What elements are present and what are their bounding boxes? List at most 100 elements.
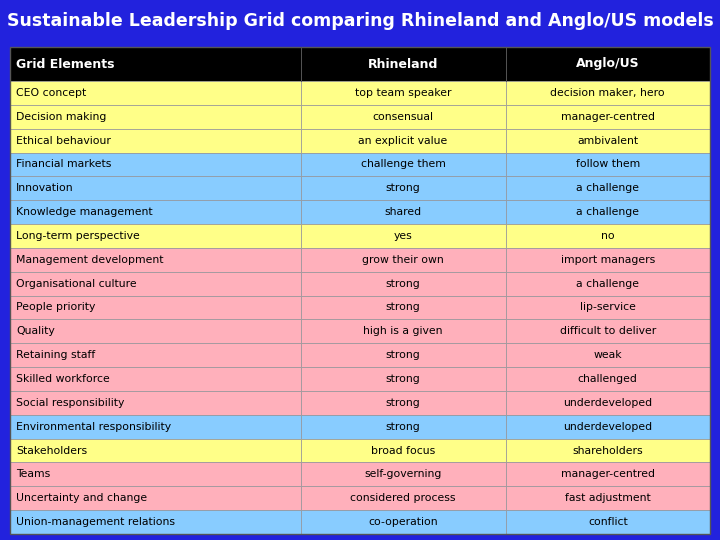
Text: Teams: Teams (16, 469, 50, 480)
Text: broad focus: broad focus (371, 446, 435, 456)
Bar (505, 343, 710, 367)
Text: consensual: consensual (372, 112, 433, 122)
Bar (505, 152, 710, 177)
Text: lip-service: lip-service (580, 302, 636, 313)
Bar (10, 272, 300, 295)
Text: decision maker, hero: decision maker, hero (551, 88, 665, 98)
Text: Rhineland: Rhineland (368, 57, 438, 71)
Text: strong: strong (386, 302, 420, 313)
Bar (10, 224, 300, 248)
Bar (300, 248, 505, 272)
Text: high is a given: high is a given (364, 326, 443, 336)
Bar (10, 295, 300, 320)
Bar (505, 177, 710, 200)
Text: a challenge: a challenge (576, 279, 639, 289)
Text: strong: strong (386, 374, 420, 384)
Bar (505, 129, 710, 152)
Text: an explicit value: an explicit value (359, 136, 448, 146)
Bar (300, 415, 505, 438)
Text: People priority: People priority (16, 302, 95, 313)
Text: Ethical behaviour: Ethical behaviour (16, 136, 111, 146)
Bar (300, 320, 505, 343)
Bar (505, 438, 710, 462)
Text: Union-management relations: Union-management relations (16, 517, 175, 527)
Bar (300, 391, 505, 415)
Bar (505, 462, 710, 487)
Text: shared: shared (384, 207, 422, 217)
Text: yes: yes (394, 231, 413, 241)
Text: Decision making: Decision making (16, 112, 107, 122)
Bar (10, 152, 300, 177)
Bar (300, 129, 505, 152)
Bar (300, 295, 505, 320)
Text: manager-centred: manager-centred (561, 469, 654, 480)
Text: challenge them: challenge them (361, 159, 446, 170)
Text: Management development: Management development (16, 255, 163, 265)
Bar (505, 391, 710, 415)
Text: Organisational culture: Organisational culture (16, 279, 137, 289)
Bar (505, 105, 710, 129)
Bar (300, 81, 505, 105)
Bar (505, 248, 710, 272)
Text: strong: strong (386, 183, 420, 193)
Bar (505, 295, 710, 320)
Text: Sustainable Leadership Grid comparing Rhineland and Anglo/US models: Sustainable Leadership Grid comparing Rh… (6, 12, 714, 30)
Bar (10, 462, 300, 487)
Text: shareholders: shareholders (572, 446, 643, 456)
Bar (300, 224, 505, 248)
Text: strong: strong (386, 350, 420, 360)
Text: strong: strong (386, 422, 420, 431)
Text: strong: strong (386, 398, 420, 408)
Bar (505, 367, 710, 391)
Text: weak: weak (593, 350, 622, 360)
Bar (300, 462, 505, 487)
Bar (10, 47, 710, 81)
Text: fast adjustment: fast adjustment (565, 493, 651, 503)
Text: difficult to deliver: difficult to deliver (559, 326, 656, 336)
Text: a challenge: a challenge (576, 207, 639, 217)
Text: Social responsibility: Social responsibility (16, 398, 125, 408)
Text: CEO concept: CEO concept (16, 88, 86, 98)
Bar (10, 129, 300, 152)
Text: conflict: conflict (588, 517, 628, 527)
Text: challenged: challenged (578, 374, 638, 384)
Bar (300, 367, 505, 391)
Bar (10, 200, 300, 224)
Bar (300, 152, 505, 177)
Text: Skilled workforce: Skilled workforce (16, 374, 109, 384)
Bar (300, 200, 505, 224)
Text: ambivalent: ambivalent (577, 136, 639, 146)
Text: import managers: import managers (561, 255, 655, 265)
Bar (505, 510, 710, 534)
Bar (505, 200, 710, 224)
Text: manager-centred: manager-centred (561, 112, 654, 122)
Bar (10, 367, 300, 391)
Bar (300, 510, 505, 534)
Bar (10, 320, 300, 343)
Bar (505, 81, 710, 105)
Bar (300, 487, 505, 510)
Bar (10, 487, 300, 510)
Text: underdeveloped: underdeveloped (563, 398, 652, 408)
Bar (300, 105, 505, 129)
Text: a challenge: a challenge (576, 183, 639, 193)
Bar (10, 177, 300, 200)
Text: Retaining staff: Retaining staff (16, 350, 95, 360)
Text: no: no (601, 231, 615, 241)
Text: Uncertainty and change: Uncertainty and change (16, 493, 147, 503)
Bar (10, 415, 300, 438)
Text: Environmental responsibility: Environmental responsibility (16, 422, 171, 431)
Text: underdeveloped: underdeveloped (563, 422, 652, 431)
Text: self-governing: self-governing (364, 469, 442, 480)
Bar (505, 224, 710, 248)
Text: follow them: follow them (576, 159, 640, 170)
Bar (10, 391, 300, 415)
Bar (300, 438, 505, 462)
Bar (505, 272, 710, 295)
Bar (505, 487, 710, 510)
Bar (505, 320, 710, 343)
Text: Financial markets: Financial markets (16, 159, 112, 170)
Text: Knowledge management: Knowledge management (16, 207, 153, 217)
Bar (10, 510, 300, 534)
Text: considered process: considered process (351, 493, 456, 503)
